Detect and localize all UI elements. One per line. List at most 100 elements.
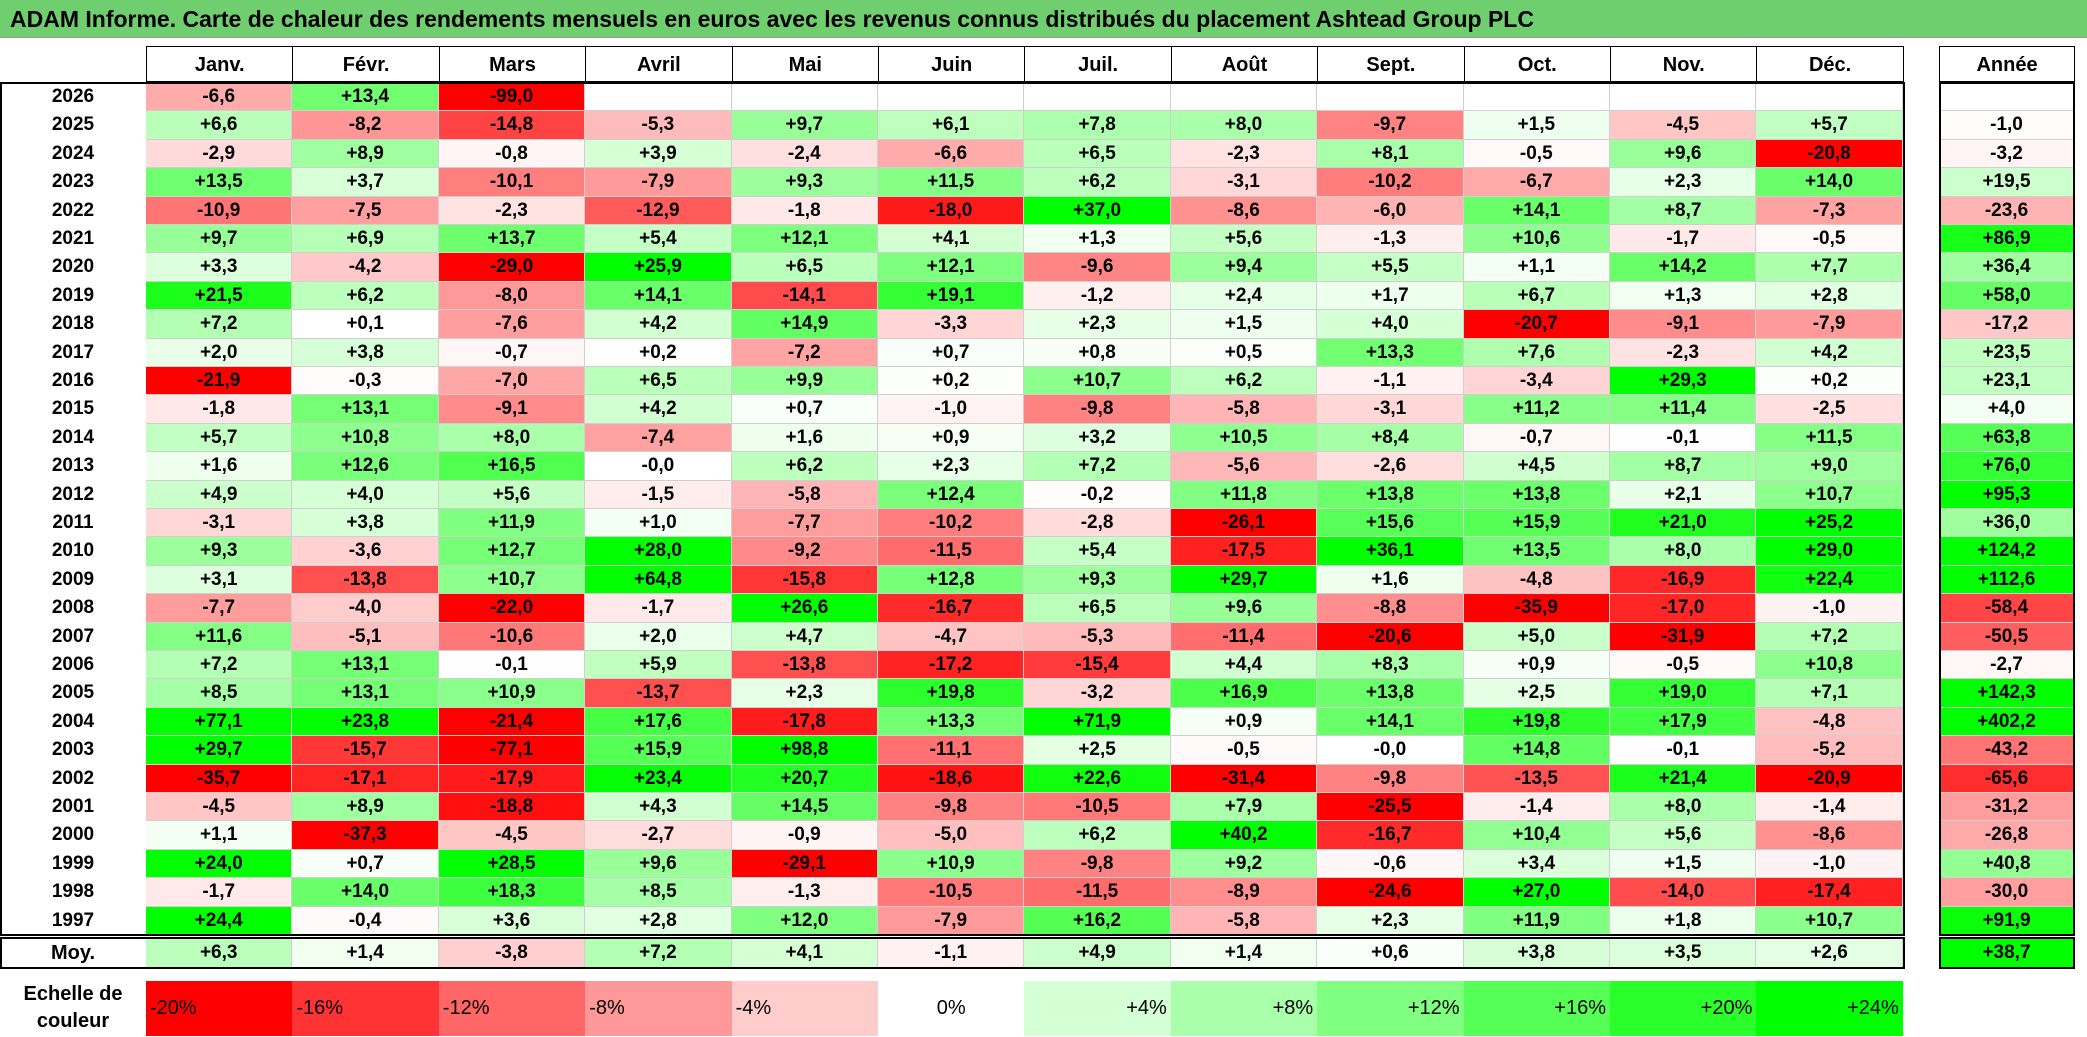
heatmap-cell: +19,1	[878, 281, 1025, 311]
heatmap-cell: -14,1	[731, 281, 878, 311]
heatmap-cell: -20,7	[1463, 310, 1610, 339]
month-header: Avril	[585, 46, 733, 82]
heatmap-cell: +6,9	[292, 225, 439, 254]
heatmap-cell: -10,9	[146, 196, 293, 225]
heatmap-cell: +5,7	[146, 423, 293, 453]
heatmap-cell: +10,6	[1463, 225, 1610, 254]
heatmap-cell: -9,8	[878, 793, 1025, 822]
heatmap-cell: -3,3	[878, 310, 1025, 339]
annual-cell: +112,6	[1939, 565, 2075, 595]
heatmap-cell: +12,8	[878, 565, 1025, 595]
year-label: 2018	[0, 310, 146, 339]
heatmap-cell: +1,3	[1610, 281, 1757, 311]
heatmap-cell: -16,9	[1610, 565, 1757, 595]
heatmap-cell: -16,7	[1317, 821, 1464, 850]
year-label: 1997	[0, 906, 146, 935]
heatmap-cell: +15,9	[1463, 509, 1610, 538]
heatmap-cell: +8,5	[585, 878, 732, 907]
scale-swatch: +4%	[1024, 981, 1171, 1036]
heatmap-cell: +8,9	[292, 793, 439, 822]
heatmap-cell: -6,7	[1463, 168, 1610, 197]
heatmap-cell: +5,5	[1317, 253, 1464, 282]
heatmap-cell: +23,8	[292, 707, 439, 737]
heatmap-cell: +6,2	[731, 452, 878, 481]
heatmap-cell: -13,5	[1463, 764, 1610, 793]
heatmap-cell: +21,4	[1610, 764, 1757, 793]
annual-cell: -1,0	[1939, 111, 2075, 140]
heatmap-cell: -8,8	[1317, 594, 1464, 623]
heatmap-cell: +1,3	[1024, 225, 1171, 254]
chart-title: ADAM Informe. Carte de chaleur des rende…	[0, 0, 2087, 38]
heatmap-cell: +2,8	[1756, 281, 1903, 311]
heatmap-cell: -2,5	[1756, 395, 1903, 424]
heatmap-cell: -29,0	[438, 253, 586, 282]
heatmap-cell: +13,7	[438, 225, 586, 254]
heatmap-cell: +4,2	[1756, 338, 1903, 367]
heatmap-cell: +9,4	[1170, 253, 1318, 282]
annual-cell: +63,8	[1939, 423, 2075, 453]
heatmap-cell: +0,2	[1756, 367, 1903, 396]
heatmap-cell: +12,6	[292, 452, 439, 481]
heatmap-cell: +37,0	[1024, 196, 1171, 225]
heatmap-cell: +2,0	[585, 622, 732, 651]
heatmap-cell: -18,6	[878, 764, 1025, 793]
heatmap-cell: +4,4	[1170, 651, 1318, 680]
heatmap-cell: -7,6	[438, 310, 586, 339]
heatmap-cell: +23,4	[585, 764, 732, 793]
heatmap-cell: -18,0	[878, 196, 1025, 225]
heatmap-cell: -2,3	[438, 196, 586, 225]
heatmap-cell: -6,6	[146, 83, 293, 112]
heatmap-cell: -15,8	[731, 565, 878, 595]
heatmap-cell: +5,4	[1024, 537, 1171, 566]
heatmap-cell: +10,5	[1170, 423, 1318, 453]
heatmap-cell: -3,2	[1024, 679, 1171, 708]
heatmap-cell: -13,8	[292, 565, 439, 595]
heatmap-cell: -13,8	[731, 651, 878, 680]
heatmap-cell: -7,7	[731, 509, 878, 538]
heatmap-cell: +9,6	[585, 849, 732, 879]
heatmap-cell: -21,4	[438, 707, 586, 737]
heatmap-cell: +11,2	[1463, 395, 1610, 424]
heatmap-cell	[878, 83, 1025, 112]
heatmap-cell: +13,4	[292, 83, 439, 112]
heatmap-cell: +14,0	[292, 878, 439, 907]
annual-cell: -65,6	[1939, 764, 2075, 793]
heatmap-cell: +6,2	[1024, 168, 1171, 197]
heatmap-cell: +4,3	[585, 793, 732, 822]
annual-cell: +86,9	[1939, 225, 2075, 254]
heatmap-cell: -21,9	[146, 367, 293, 396]
heatmap-cell: -25,5	[1317, 793, 1464, 822]
heatmap-cell	[731, 83, 878, 112]
heatmap-cell: +19,8	[878, 679, 1025, 708]
heatmap-cell: +10,8	[1756, 651, 1903, 680]
month-header: Juil.	[1024, 46, 1172, 82]
heatmap-cell: +10,9	[438, 679, 586, 708]
heatmap-cell: -9,8	[1024, 849, 1171, 879]
annual-cell: -43,2	[1939, 736, 2075, 765]
heatmap-cell: -18,8	[438, 793, 586, 822]
heatmap-cell: +2,0	[146, 338, 293, 367]
heatmap-cell: +19,0	[1610, 679, 1757, 708]
heatmap-cell: +5,0	[1463, 622, 1610, 651]
year-label: 2014	[0, 423, 146, 453]
heatmap-cell: +17,9	[1610, 707, 1757, 737]
average-cell: +3,8	[1463, 937, 1610, 969]
heatmap-cell: +4,1	[878, 225, 1025, 254]
heatmap-cell: +15,9	[585, 736, 732, 765]
average-cell: +2,6	[1756, 937, 1903, 969]
heatmap-cell: +0,8	[1024, 338, 1171, 367]
heatmap-cell: -0,6	[1317, 849, 1464, 879]
year-label: 2013	[0, 452, 146, 481]
heatmap-cell: -0,5	[1756, 225, 1903, 254]
heatmap-cell: +1,1	[1463, 253, 1610, 282]
heatmap-cell: +13,8	[1317, 480, 1464, 509]
heatmap-cell: +13,8	[1317, 679, 1464, 708]
year-label: 2001	[0, 793, 146, 822]
heatmap-cell: -3,1	[146, 509, 293, 538]
heatmap-cell: +0,7	[292, 849, 439, 879]
heatmap-cell: -13,7	[585, 679, 732, 708]
heatmap-cell: -4,5	[438, 821, 586, 850]
annual-cell: +4,0	[1939, 395, 2075, 424]
year-label: 2016	[0, 367, 146, 396]
heatmap-cell: +13,8	[1463, 480, 1610, 509]
